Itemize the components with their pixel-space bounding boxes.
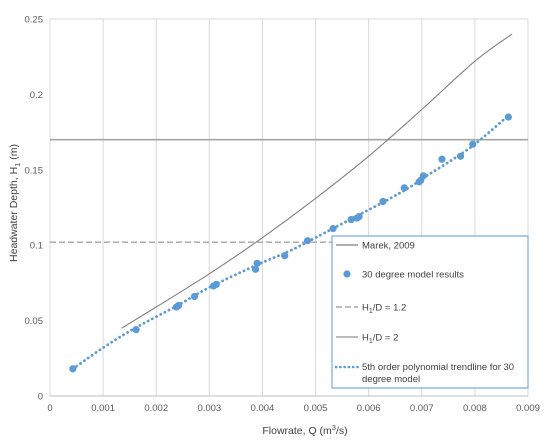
model-result-point	[212, 280, 220, 289]
legend-trend-label-line1: 5th order polynomial trendline for 30	[362, 362, 514, 373]
model-result-point	[329, 225, 337, 233]
model-result-point	[400, 184, 408, 192]
y-tick-labels: 0 0.05 0.1 0.15 0.2 0.25	[25, 15, 44, 403]
model-result-point	[69, 365, 77, 373]
model-result-point	[419, 172, 427, 180]
model-result-point	[132, 326, 140, 334]
y-tick-label: 0.25	[25, 15, 44, 26]
x-tick-label: 0.008	[463, 403, 487, 414]
x-axis-title: Flowrate, Q (m3/s)	[262, 423, 347, 437]
x-tick-label: 0.006	[357, 403, 381, 414]
x-tick-label: 0.009	[516, 403, 540, 414]
y-tick-label: 0.15	[25, 165, 44, 176]
legend-trend-label-line2: degree model	[362, 374, 420, 385]
y-tick-label: 0.05	[25, 316, 44, 327]
legend-box	[331, 235, 529, 389]
model-result-point	[469, 140, 477, 148]
model-result-point	[251, 265, 260, 273]
model-result-point	[174, 301, 183, 310]
model-result-point	[379, 197, 387, 206]
legend-model-swatch	[343, 270, 351, 278]
y-tick-label: 0	[38, 392, 43, 403]
model-result-point	[456, 152, 465, 160]
x-tick-label: 0	[47, 403, 52, 414]
x-tick-label: 0.004	[251, 403, 275, 414]
y-tick-label: 0.2	[30, 90, 43, 101]
legend-h2-label: H1/D = 2	[362, 333, 398, 346]
x-tick-label: 0.002	[144, 403, 168, 414]
y-tick-label: 0.1	[30, 241, 43, 252]
model-result-point	[253, 259, 261, 267]
model-result-point	[504, 113, 512, 121]
data-series	[69, 33, 513, 373]
model-result-point	[347, 215, 355, 224]
x-tick-label: 0.001	[91, 403, 115, 414]
legend-marek-label: Marek, 2009	[362, 241, 415, 252]
x-tick-labels: 0 0.001 0.002 0.003 0.004 0.005 0.006 0.007 0.00…	[47, 403, 540, 414]
trendline-30-degree	[71, 115, 509, 371]
legend-model-label: 30 degree model results	[362, 270, 464, 281]
model-result-point	[303, 237, 312, 245]
model-result-point	[281, 252, 289, 260]
legend-h12-label: H1/D = 1.2	[362, 303, 406, 316]
x-tick-label: 0.007	[410, 403, 434, 414]
model-result-point	[438, 155, 446, 163]
legend: Marek, 2009 30 degree model results H1/D…	[331, 235, 529, 389]
x-tick-label: 0.003	[197, 403, 221, 414]
x-tick-label: 0.005	[304, 403, 328, 414]
y-axis-title: Headwater Depth, H1 (m)	[8, 144, 22, 262]
model-result-point	[190, 292, 199, 301]
marek-2009-line	[121, 33, 513, 329]
model-result-point	[355, 212, 363, 221]
